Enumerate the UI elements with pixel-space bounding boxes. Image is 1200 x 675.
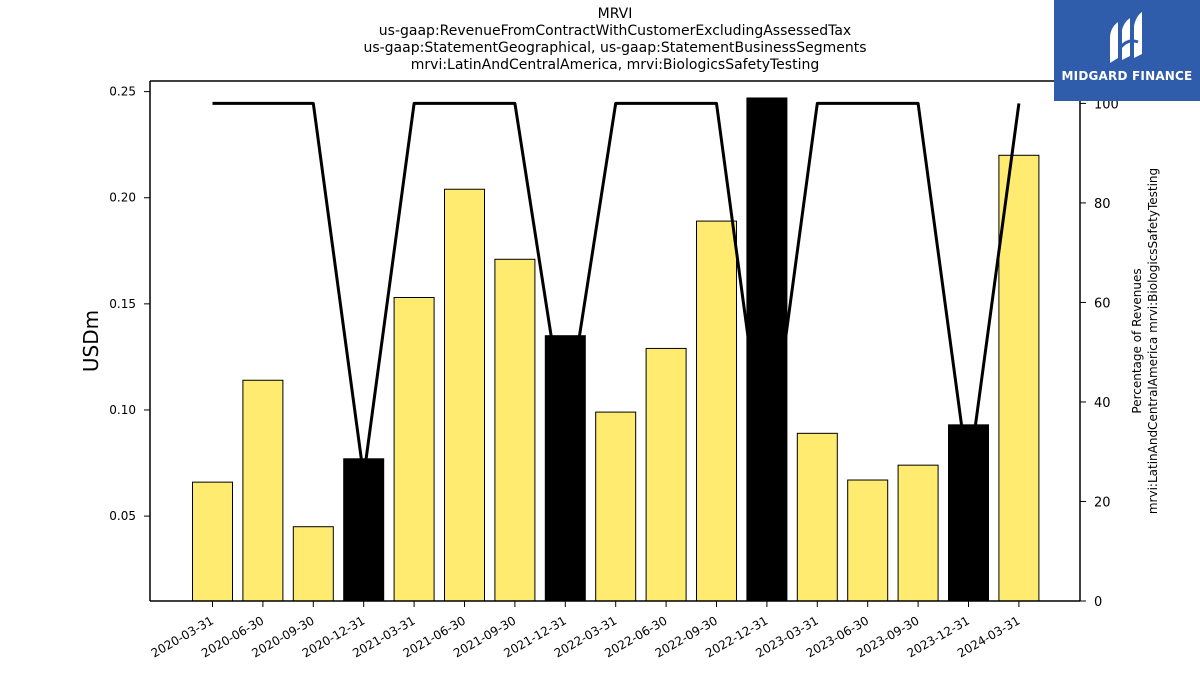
- bar-2022-03-31: [595, 411, 637, 602]
- bar-2021-09-30: [494, 258, 536, 602]
- ytick-label-0.15: 0.15: [109, 297, 136, 311]
- bar-2021-06-30: [444, 188, 485, 602]
- bar-2024-03-31: [998, 154, 1040, 602]
- y-axis-label: USDm: [79, 310, 103, 372]
- y2tick-label-100: 100: [1094, 97, 1119, 112]
- y2tick-label-40: 40: [1094, 396, 1111, 411]
- bar-2021-12-31: [544, 335, 586, 602]
- title-line-axes: us-gaap:StatementGeographical, us-gaap:S…: [363, 40, 867, 56]
- y2-axis-label-line-2: mrvi:LatinAndCentralAmerica mrvi:Biologi…: [1146, 168, 1160, 514]
- bar-2022-06-30: [645, 347, 687, 602]
- logo-mark-icon: [1110, 12, 1142, 63]
- y2tick-label-80: 80: [1094, 197, 1111, 212]
- bar-2023-09-30: [897, 464, 939, 602]
- y2tick-label-20: 20: [1094, 495, 1111, 510]
- bar-2023-03-31: [796, 432, 838, 602]
- bar-2023-12-31: [948, 424, 989, 602]
- title-line-members: mrvi:LatinAndCentralAmerica, mrvi:Biolog…: [410, 57, 820, 73]
- bar-2020-09-30: [292, 526, 334, 602]
- bar-2023-06-30: [847, 479, 889, 602]
- y2tick-label-0: 0: [1094, 595, 1102, 610]
- midgard-finance-logo: MIDGARD FINANCE: [1054, 0, 1200, 101]
- bar-2020-03-31: [192, 481, 233, 602]
- bar-2021-03-31: [393, 296, 435, 602]
- bar-2022-12-31: [746, 97, 788, 602]
- bar-2022-09-30: [696, 220, 737, 602]
- y2-axis-label-line-1: Percentage of Revenues: [1130, 268, 1144, 413]
- title-line-concept: us-gaap:RevenueFromContractWithCustomerE…: [378, 23, 852, 39]
- y2tick-label-60: 60: [1094, 296, 1111, 311]
- ytick-label-0.05: 0.05: [109, 509, 136, 523]
- logo-text: MIDGARD FINANCE: [1061, 69, 1193, 83]
- ytick-label-0.25: 0.25: [109, 85, 136, 99]
- chart-title: MRVI us-gaap:RevenueFromContractWithCust…: [150, 6, 1080, 74]
- bar-2020-12-31: [343, 458, 385, 602]
- percentage-line: [212, 101, 1021, 479]
- ytick-label-0.10: 0.10: [109, 403, 136, 417]
- title-line-ticker: MRVI: [597, 6, 633, 22]
- bar-2020-06-30: [242, 379, 284, 602]
- ytick-label-0.20: 0.20: [109, 191, 136, 205]
